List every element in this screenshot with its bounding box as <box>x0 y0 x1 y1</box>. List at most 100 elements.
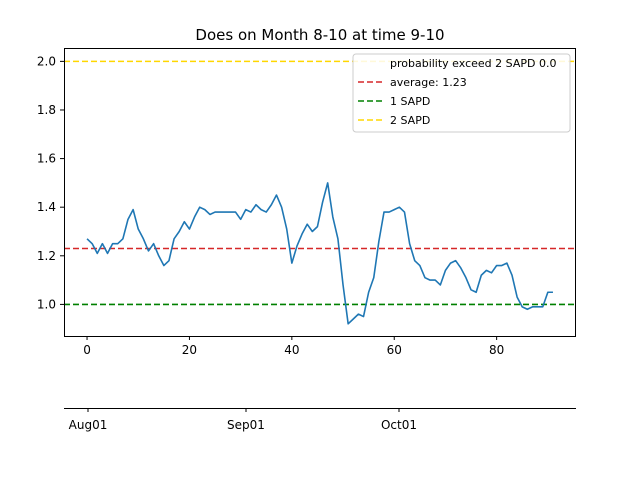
legend: probability exceed 2 SAPD 0.0 average: 1.… <box>352 53 571 133</box>
data-point <box>261 209 262 210</box>
x-axis: 0 20 40 60 80 <box>83 336 504 357</box>
data-point <box>179 231 180 232</box>
data-point <box>102 243 103 244</box>
data-point <box>501 265 502 266</box>
data-point <box>92 243 93 244</box>
data-point <box>317 226 318 227</box>
x-tick-label: 60 <box>387 343 402 357</box>
data-point <box>199 207 200 208</box>
data-point <box>276 195 277 196</box>
data-point <box>435 280 436 281</box>
data-point <box>87 238 88 239</box>
data-point <box>353 318 354 319</box>
data-point <box>527 309 528 310</box>
y-tick-label: 1.0 <box>37 297 56 311</box>
data-point <box>517 297 518 298</box>
data-point <box>491 272 492 273</box>
data-point <box>537 306 538 307</box>
data-point <box>394 209 395 210</box>
data-point <box>363 316 364 317</box>
data-point <box>133 209 134 210</box>
data-point <box>486 270 487 271</box>
data-point <box>440 284 441 285</box>
data-point <box>225 212 226 213</box>
legend-label: 2 SAPD <box>390 114 430 127</box>
x-tick-label: 0 <box>83 343 91 357</box>
data-point <box>378 241 379 242</box>
data-point <box>235 212 236 213</box>
data-point <box>117 243 118 244</box>
data-point <box>256 204 257 205</box>
data-point <box>389 212 390 213</box>
data-point <box>302 233 303 234</box>
data-point <box>322 202 323 203</box>
data-point <box>250 212 251 213</box>
y-tick-label: 1.2 <box>37 249 56 263</box>
data-point <box>271 204 272 205</box>
data-point <box>163 265 164 266</box>
data-point <box>424 277 425 278</box>
data-point <box>476 292 477 293</box>
data-point <box>450 263 451 264</box>
plot-area <box>64 48 576 337</box>
data-point <box>245 209 246 210</box>
data-point <box>368 292 369 293</box>
data-point <box>148 250 149 251</box>
series-group <box>86 182 553 325</box>
x-tick-label: 40 <box>284 343 299 357</box>
data-point <box>138 229 139 230</box>
data-point <box>128 219 129 220</box>
data-point <box>332 216 333 217</box>
data-point <box>532 306 533 307</box>
data-point <box>358 314 359 315</box>
data-point <box>286 229 287 230</box>
data-point <box>220 212 221 213</box>
date-tick-label: Oct01 <box>381 418 417 432</box>
data-point <box>307 224 308 225</box>
data-point <box>281 207 282 208</box>
data-point <box>512 275 513 276</box>
data-point <box>506 263 507 264</box>
data-point <box>384 212 385 213</box>
data-point <box>107 253 108 254</box>
data-point <box>337 238 338 239</box>
data-point <box>343 284 344 285</box>
y-tick-label: 1.6 <box>37 152 56 166</box>
data-point <box>455 260 456 261</box>
data-point <box>312 231 313 232</box>
data-point <box>552 292 553 293</box>
legend-label: average: 1.23 <box>390 76 467 89</box>
data-point <box>194 216 195 217</box>
data-point <box>373 277 374 278</box>
data-point <box>399 207 400 208</box>
data-point <box>168 260 169 261</box>
data-point <box>414 260 415 261</box>
date-axis: Aug01 Sep01 Oct01 <box>64 408 576 432</box>
date-tick-label: Aug01 <box>69 418 108 432</box>
y-tick-label: 1.8 <box>37 103 56 117</box>
data-point <box>189 229 190 230</box>
data-point <box>184 221 185 222</box>
data-point <box>143 238 144 239</box>
data-point <box>266 212 267 213</box>
x-tick-label: 20 <box>182 343 197 357</box>
data-point <box>409 243 410 244</box>
data-point <box>215 212 216 213</box>
data-point <box>204 209 205 210</box>
data-point <box>460 267 461 268</box>
data-point <box>240 219 241 220</box>
data-point <box>465 277 466 278</box>
series-line-0 <box>86 182 553 325</box>
data-point <box>97 253 98 254</box>
data-point <box>122 238 123 239</box>
y-tick-label: 2.0 <box>37 54 56 68</box>
data-point <box>296 246 297 247</box>
data-point <box>547 292 548 293</box>
data-point <box>496 265 497 266</box>
plot-frame <box>64 48 576 337</box>
data-point <box>542 306 543 307</box>
x-tick-label: 80 <box>489 343 504 357</box>
data-point <box>153 243 154 244</box>
legend-label: 1 SAPD <box>390 95 430 108</box>
